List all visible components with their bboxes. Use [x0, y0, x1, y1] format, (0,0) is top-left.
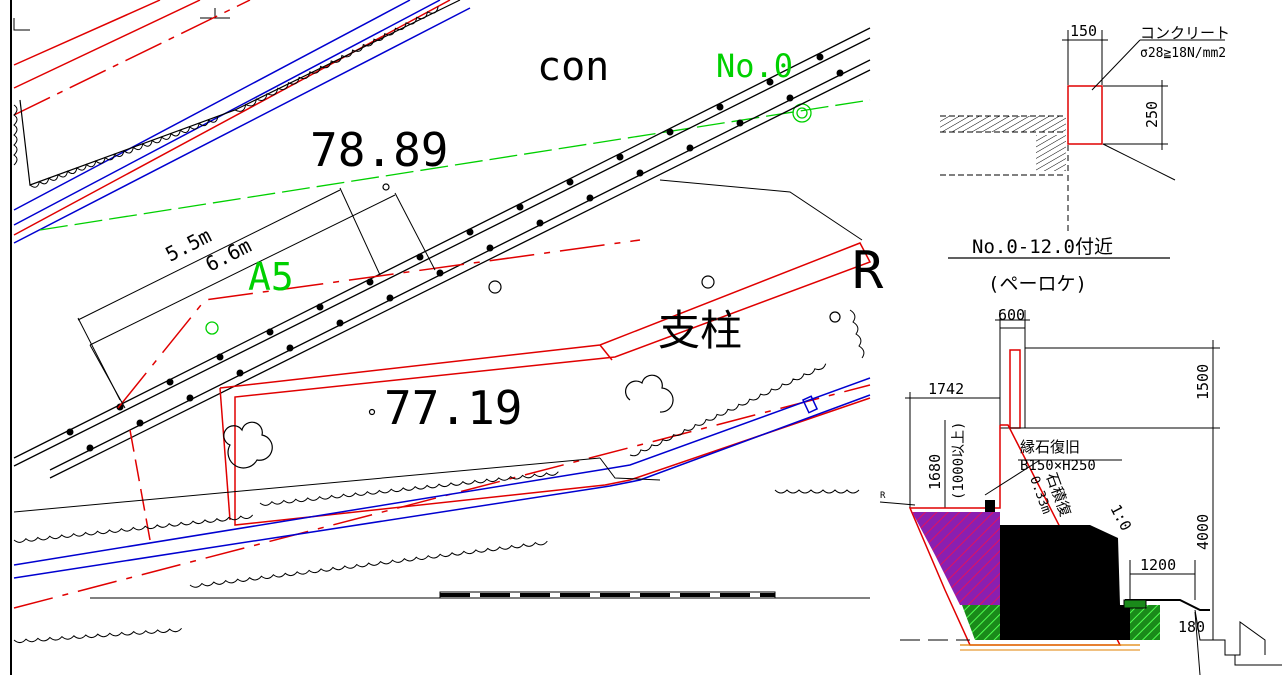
bottom-road	[90, 591, 870, 599]
elevation-lower: 77.19	[384, 381, 522, 435]
cross-section: 600 1742 1500 4000 1680 (1000以上) 縁石復旧 B1…	[879, 306, 1282, 675]
dim-600: 600	[998, 306, 1025, 324]
center-line	[39, 99, 871, 231]
dim-4000: 4000	[1194, 514, 1212, 550]
label-no0: No.0	[716, 47, 793, 85]
curb-restore-label: 縁石復旧	[1020, 438, 1080, 456]
dimension-lines	[77, 187, 436, 409]
tree-symbols	[223, 183, 841, 469]
boundary-dashed-2	[117, 239, 641, 409]
road-dots	[66, 53, 844, 452]
a5-marker	[205, 321, 219, 335]
section-title: No.0-12.0付近	[972, 236, 1113, 258]
curb-top	[985, 500, 995, 512]
mark-r: R	[880, 491, 886, 501]
dim-150: 150	[1070, 22, 1097, 40]
curb-detail: 150 コンクリート σ28≧18N/mm2 250 No.0-12.0付近 (…	[940, 22, 1230, 295]
corner-mark	[13, 18, 30, 31]
curb-size-label: B150×H250	[1020, 458, 1096, 474]
corner-mark-2	[200, 8, 230, 19]
concrete-label: コンクリート	[1140, 24, 1230, 42]
slope-label: 1:0	[1106, 501, 1135, 533]
leader-line	[659, 179, 863, 241]
lower-banks	[13, 363, 860, 644]
label-con: con	[537, 44, 609, 90]
section-subtitle: (ペーロケ)	[988, 273, 1087, 295]
stone-hatch	[912, 512, 1000, 605]
dim-1000: (1000以上)	[951, 421, 967, 500]
label-r: R	[852, 241, 884, 301]
post-outline	[219, 242, 872, 526]
label-a5: A5	[248, 255, 294, 299]
label-post: 支柱	[658, 306, 742, 355]
dim-1200: 1200	[1140, 556, 1176, 574]
upper-red-lines	[13, 0, 451, 236]
upper-bank	[13, 0, 461, 188]
post-shaft	[1009, 349, 1021, 429]
boundary-dashed	[129, 429, 151, 541]
dim-250: 250	[1143, 101, 1161, 128]
dim-1500: 1500	[1194, 364, 1212, 400]
lower-blue-lines	[13, 377, 871, 579]
lower-red-dashed	[13, 384, 871, 609]
dim-1680: 1680	[926, 454, 944, 490]
curb-block	[1067, 85, 1103, 145]
elevation-upper: 78.89	[310, 123, 448, 177]
dim-180: 180	[1178, 618, 1205, 636]
dim-1742: 1742	[928, 380, 964, 398]
plan-view: con No.0 78.89 77.19 5.5m 6.6m A5 支柱 R	[10, 0, 884, 675]
concrete-strength: σ28≧18N/mm2	[1140, 46, 1226, 61]
concrete-fill	[1000, 525, 1120, 605]
